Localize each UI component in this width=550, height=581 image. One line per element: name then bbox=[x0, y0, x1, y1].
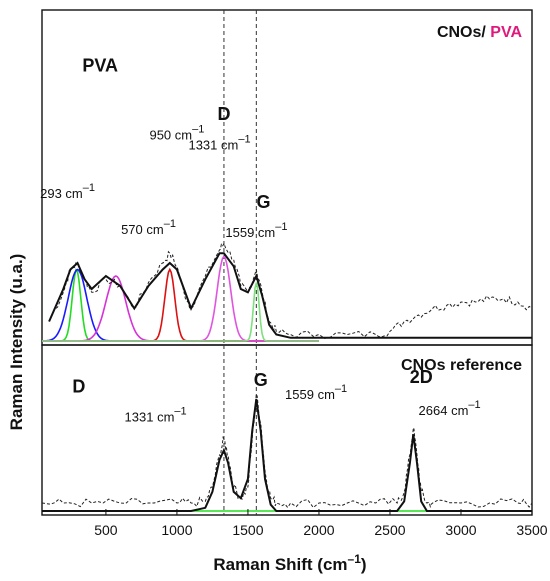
y-axis-label: Raman Intensity (u.a.) bbox=[7, 254, 26, 431]
annotation-top-4: 293 cm–1 bbox=[40, 182, 95, 201]
x-tick-label-4: 2500 bbox=[374, 522, 405, 538]
annotation-top-0: PVA bbox=[82, 55, 118, 75]
annotation-bottom-5: 2664 cm–1 bbox=[419, 399, 481, 418]
series-fit-bottom bbox=[42, 398, 532, 512]
series-measured-top bbox=[48, 242, 533, 339]
annotation-bottom-1: 1331 cm–1 bbox=[125, 405, 187, 424]
annotation-top-6: G bbox=[257, 192, 271, 212]
annotation-top-5: 570 cm–1 bbox=[121, 218, 176, 237]
x-axis-label-main: Raman Shift (cm bbox=[213, 555, 347, 574]
panel-bottom-frame bbox=[41, 344, 533, 516]
x-tick-label-5: 3000 bbox=[445, 522, 476, 538]
bottom-panel: D 1331 cm–1 G 1559 cm–1 2D 2664 cm–1 CNOs refe… bbox=[41, 344, 548, 538]
annotation-bottom-0: D bbox=[72, 377, 85, 397]
x-axis-label-end: ) bbox=[361, 555, 367, 574]
annotation-top-7: 1559 cm–1 bbox=[225, 221, 287, 240]
x-axis-label-sup: –1 bbox=[348, 552, 362, 566]
x-tick-label-2: 1500 bbox=[232, 522, 263, 538]
series-fit-top bbox=[48, 252, 532, 339]
annotation-top-2: D bbox=[217, 104, 230, 124]
fit-component-4 bbox=[42, 255, 319, 342]
annotation-bottom-4: 2D bbox=[410, 367, 433, 387]
x-tick-label-3: 2000 bbox=[303, 522, 334, 538]
x-tick-label-6: 3500 bbox=[516, 522, 547, 538]
annotation-top-1: 950 cm–1 bbox=[149, 124, 204, 143]
panel-title-bottom: CNOs reference bbox=[401, 357, 522, 374]
x-axis-label: Raman Shift (cm–1) bbox=[213, 552, 366, 574]
annotation-top-3: 1331 cm–1 bbox=[188, 133, 250, 152]
x-tick-label-1: 1000 bbox=[161, 522, 192, 538]
fit-component-5 bbox=[42, 282, 319, 342]
top-panel: PVA 950 cm–1 D 1331 cm–1 293 cm–1 570 cm–1 G 15… bbox=[40, 9, 533, 346]
x-tick-label-0: 500 bbox=[94, 522, 118, 538]
annotation-bottom-2: G bbox=[254, 370, 268, 390]
panel-title-top: CNOs/ PVA bbox=[437, 24, 523, 41]
annotation-bottom-3: 1559 cm–1 bbox=[285, 383, 347, 402]
